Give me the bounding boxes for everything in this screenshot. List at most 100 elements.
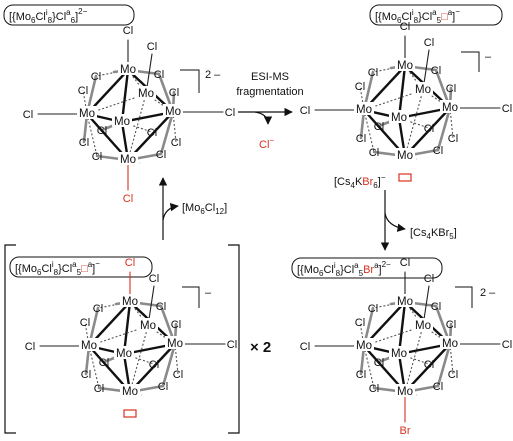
back-apical-cl: Cl xyxy=(424,37,434,49)
mo-atom-cen: Mo xyxy=(114,116,130,128)
vacancy-marker xyxy=(123,409,137,418)
charge-dimer-text: – xyxy=(205,287,212,299)
inner-cl-label: Cl xyxy=(99,357,109,369)
mo-label-bg xyxy=(120,384,140,397)
label-parent-anion: [{Mo6Cli8}Cla6]2− xyxy=(3,4,135,26)
charge-parent-text: 2 – xyxy=(205,69,221,81)
mo-label-bg xyxy=(389,346,409,359)
mo-cl-inner-bond xyxy=(436,342,452,388)
dimer-bracket xyxy=(4,244,240,434)
back-apical-cl: Cl xyxy=(147,41,157,53)
mo-atom-back: Mo xyxy=(415,320,431,332)
mo-atom-bot: Mo xyxy=(122,386,138,398)
inner-cl-label: Cl xyxy=(79,137,89,149)
mo-atom-top: Mo xyxy=(397,296,413,308)
inner-cl-label: Cl xyxy=(356,133,366,145)
mo-label-bg xyxy=(120,294,140,307)
parent-anion-formula: [{Mo6Cli8}Cla6]2− xyxy=(9,7,88,25)
mo-atom-left: Mo xyxy=(81,340,97,352)
inner-cl-label: Cl xyxy=(158,381,168,393)
right-apical-cl: Cl xyxy=(225,107,235,119)
mo-label-bg xyxy=(112,114,132,127)
mo-mo-back-bond xyxy=(404,89,424,157)
dimer-multiplier: × 2 xyxy=(250,339,271,356)
mo-atom-top: Mo xyxy=(120,64,136,76)
mo-atom-cen: Mo xyxy=(391,348,407,360)
inner-cl-label: Cl xyxy=(448,133,458,145)
top-apical-atom: Cl xyxy=(125,257,135,269)
mocl12-byproduct: [Mo6Cl12] xyxy=(182,202,227,216)
left-apical-cl: Cl xyxy=(300,105,310,117)
charge-fragment-text: – xyxy=(485,51,492,63)
inner-cl-label: Cl xyxy=(173,369,183,381)
inner-cl-label: Cl xyxy=(431,65,441,77)
mo-label-bg xyxy=(118,152,138,165)
mo-atom-right: Mo xyxy=(442,102,458,114)
mo-atom-cen: Mo xyxy=(391,112,407,124)
arrow-dimer-dissociation xyxy=(158,177,179,240)
mo-label-bg xyxy=(440,336,460,349)
inner-cl-label: Cl xyxy=(424,123,434,135)
mo-label-bg xyxy=(163,104,183,117)
right-apical-cl: Cl xyxy=(502,103,512,115)
charge-dimer: – xyxy=(182,286,212,308)
mo-mo-bond xyxy=(397,64,407,120)
mo-label-bg xyxy=(395,58,415,71)
mo-label-bg xyxy=(114,346,134,359)
chloride-loss-label: Cl− xyxy=(259,136,274,151)
charge-product-text: 2 – xyxy=(480,287,496,299)
esi-ms-text: ESI-MS xyxy=(251,71,289,83)
left-apical-cl: Cl xyxy=(25,341,35,353)
vacancy-marker xyxy=(398,173,412,182)
mo-mo-bond xyxy=(120,68,130,124)
arrow-bromide-substitution xyxy=(380,190,406,251)
mo-atom-left: Mo xyxy=(79,108,95,120)
inner-cl-label: Cl xyxy=(433,381,443,393)
inner-cl-label: Cl xyxy=(424,359,434,371)
inner-cl-label: Cl xyxy=(369,383,379,395)
product-anion-formula: [{Mo6Cli8}Cla5Bra]2− xyxy=(297,260,391,278)
inner-cl-label: Cl xyxy=(356,369,366,381)
mo-label-bg xyxy=(77,106,97,119)
mo-label-bg xyxy=(413,318,433,331)
inner-cl-label: Cl xyxy=(91,71,101,83)
inner-cl-label: Cl xyxy=(171,137,181,149)
fragment-anion-formula: [{Mo6Cli8}Cla5□a]− xyxy=(375,7,460,25)
mo-label-bg xyxy=(138,318,158,331)
mo-atom-left: Mo xyxy=(356,340,372,352)
mo-label-bg xyxy=(389,110,409,123)
inner-cl-label: Cl xyxy=(81,369,91,381)
mo-atom-top: Mo xyxy=(397,60,413,72)
inner-cl-label: Cl xyxy=(355,317,365,329)
inner-cl-label: Cl xyxy=(94,383,104,395)
bottom-apical-atom: Br xyxy=(400,425,411,437)
charge-parent: 2 – xyxy=(180,69,221,93)
mo-label-bg xyxy=(118,62,138,75)
mo-atom-top: Mo xyxy=(122,296,138,308)
arrow-esi-fragmentation xyxy=(238,107,293,125)
mo-mo-back-bond xyxy=(127,93,147,161)
inner-cl-label: Cl xyxy=(446,319,456,331)
mo-cl-inner-bond xyxy=(159,110,175,156)
charge-fragment: – xyxy=(461,51,492,72)
inner-cl-label: Cl xyxy=(355,81,365,93)
inner-cl-label: Cl xyxy=(156,301,166,313)
left-apical-cl: Cl xyxy=(23,109,33,121)
inner-cl-label: Cl xyxy=(78,85,88,97)
mo-cl-inner-bond xyxy=(88,345,100,389)
back-apical-cl: Cl xyxy=(424,273,434,285)
right-apical-cl: Cl xyxy=(502,339,512,351)
inner-cl-label: Cl xyxy=(154,69,164,81)
mo-label-bg xyxy=(395,384,415,397)
mo-label-bg xyxy=(440,100,460,113)
inner-cl-label: Cl xyxy=(92,151,102,163)
inner-cl-label: Cl xyxy=(369,147,379,159)
top-apical-atom: Cl xyxy=(123,25,133,37)
mo-atom-right: Mo xyxy=(442,338,458,350)
mo-mo-back-bond xyxy=(129,325,149,393)
